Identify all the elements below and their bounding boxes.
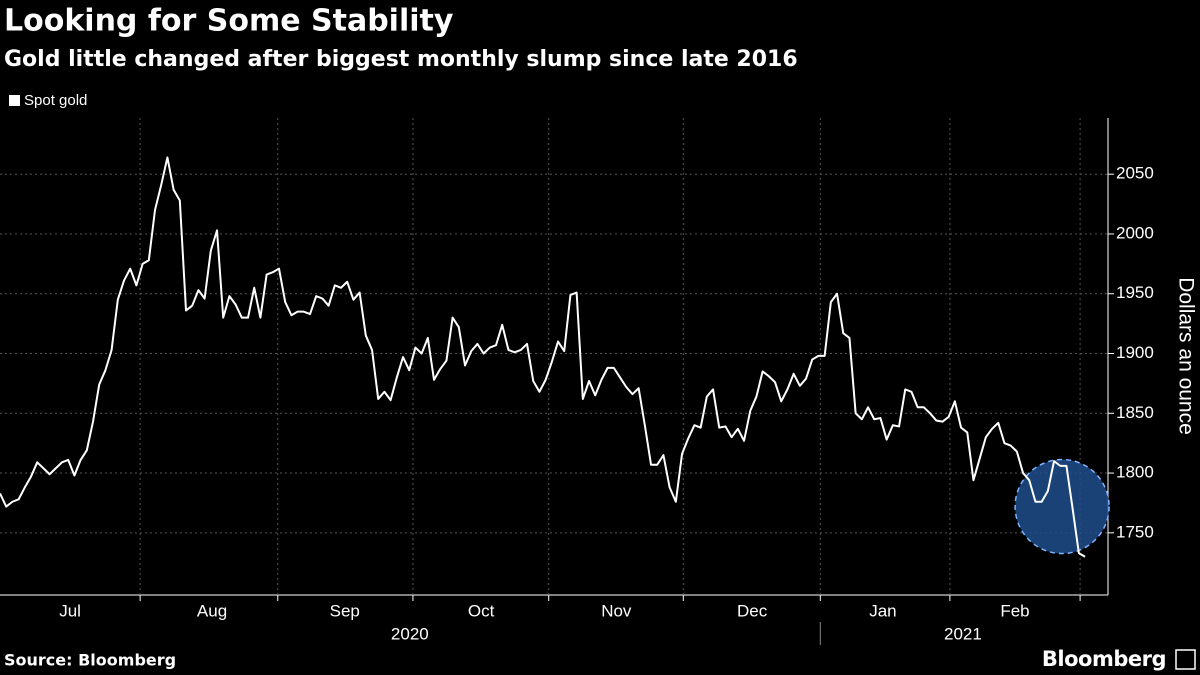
y-tick-label: 2050 xyxy=(1116,164,1154,183)
x-tick-label: Sep xyxy=(330,601,360,620)
line xyxy=(0,156,1086,558)
x-tick-label: Jan xyxy=(869,601,896,620)
y-axis-label: Dollars an ounce xyxy=(1174,277,1197,435)
x-tick-label: Dec xyxy=(737,601,768,620)
x-tick-label: Oct xyxy=(468,601,495,620)
brand: Bloomberg xyxy=(1042,647,1166,671)
highlight-circle xyxy=(1014,458,1110,555)
y-tick-label: 2000 xyxy=(1116,223,1154,242)
y-tick-label: 1800 xyxy=(1116,463,1154,482)
x-tick-label: Feb xyxy=(1000,601,1029,620)
y-tick-label: 1950 xyxy=(1116,283,1154,302)
year-label: 2020 xyxy=(391,624,429,643)
chart-subtitle: Gold little changed after biggest monthl… xyxy=(4,47,798,72)
x-tick-label: Jul xyxy=(59,601,81,620)
y-tick-label: 1900 xyxy=(1116,343,1154,362)
y-tick-label: 1850 xyxy=(1116,403,1154,422)
chart-title: Looking for Some Stability xyxy=(4,4,454,39)
brand-icon xyxy=(1175,649,1196,670)
legend-swatch xyxy=(9,95,20,106)
x-tick-label: Nov xyxy=(601,601,632,620)
legend-label: Spot gold xyxy=(24,92,87,109)
source: Source: Bloomberg xyxy=(4,651,176,670)
x-tick-label: Aug xyxy=(197,601,227,620)
y-tick-label: 1750 xyxy=(1116,522,1154,541)
year-label: 2021 xyxy=(944,624,982,643)
